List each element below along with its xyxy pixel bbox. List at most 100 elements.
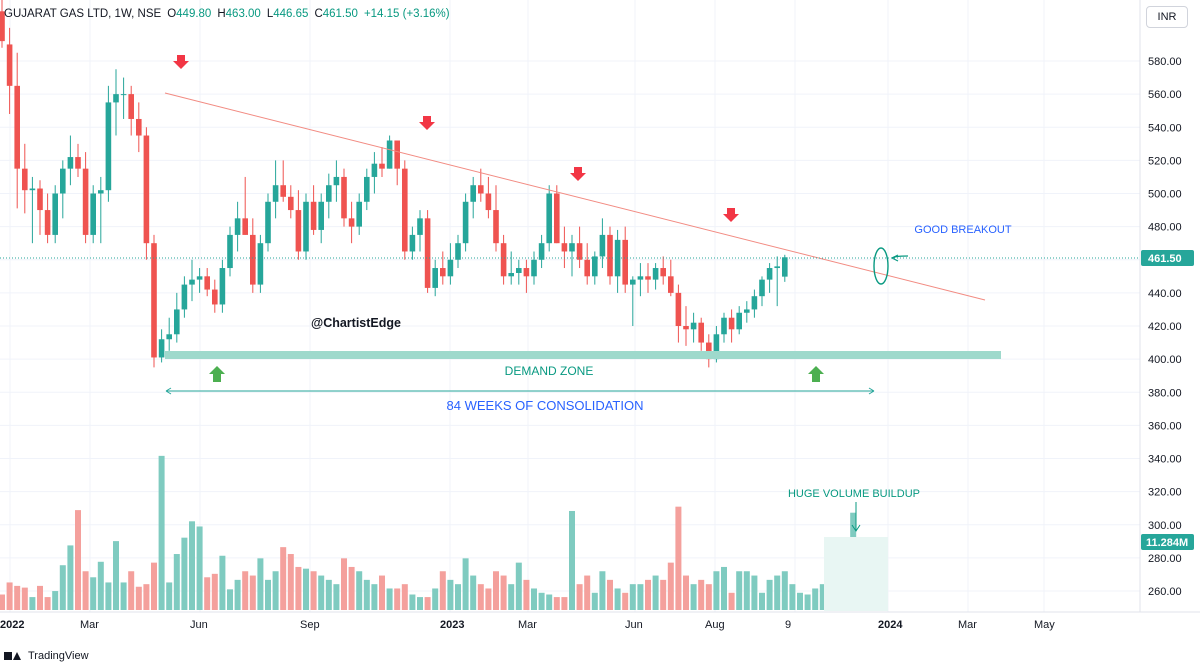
candle-body <box>52 193 58 235</box>
close-value: 461.50 <box>322 8 358 20</box>
last-volume-text: 11.284M <box>1146 537 1188 549</box>
time-tick-label: Aug <box>705 619 725 631</box>
volume-bar <box>531 588 537 610</box>
volume-bar <box>546 594 553 610</box>
volume-bar <box>622 592 629 610</box>
volume-bar <box>280 547 287 610</box>
volume-bar <box>401 584 408 610</box>
volume-pointer-head <box>851 524 861 532</box>
volume-bar <box>257 558 264 610</box>
tradingview-logo-icon <box>4 650 22 662</box>
resistance-arrow-icon <box>570 167 586 181</box>
candle-body <box>470 185 476 202</box>
huge-volume-label: HUGE VOLUME BUILDUP <box>788 488 920 500</box>
volume-bar <box>90 577 97 610</box>
footer: TradingView <box>0 644 1200 668</box>
volume-bar <box>675 506 682 610</box>
volume-bar <box>135 586 142 610</box>
volume-bar <box>804 594 811 610</box>
consolidation-label: 84 WEEKS OF CONSOLIDATION <box>447 398 644 413</box>
volume-bar <box>310 571 317 610</box>
resistance-arrow-icon <box>723 208 739 222</box>
volume-bar <box>819 584 826 610</box>
volume-bar <box>789 584 796 610</box>
volume-bar <box>348 566 355 610</box>
volume-bar <box>690 584 697 610</box>
price-axis[interactable]: 260.00 280.00 300.00 320.00 340.00 360.00 380.… <box>1139 0 1194 612</box>
candle-body <box>516 268 522 273</box>
volume-bar <box>21 587 28 610</box>
time-axis[interactable]: 2022 Mar Jun Sep 2023 Mar Jun Aug 9 2024 Mar May <box>0 611 1200 631</box>
price-tick-label: 480.00 <box>1148 222 1182 234</box>
high-label: H <box>217 8 226 20</box>
resistance-arrow-icon <box>173 55 189 69</box>
volume-bar <box>173 554 180 610</box>
candle-body <box>280 185 286 197</box>
volume-bar <box>219 555 226 610</box>
volume-bar <box>287 554 294 610</box>
last-price-tag <box>1141 250 1194 266</box>
candle-body <box>136 118 142 136</box>
candle-body <box>645 276 651 280</box>
volume-bar <box>721 566 727 610</box>
candle-body <box>75 157 81 169</box>
candle-body <box>493 210 499 244</box>
candle-body <box>576 243 583 260</box>
price-tick-label: 420.00 <box>1148 321 1182 333</box>
candle-body <box>386 140 393 169</box>
last-price-text: 461.50 <box>1148 253 1182 265</box>
candle-body <box>326 185 332 202</box>
candle-body <box>364 176 370 202</box>
volume-bar <box>629 584 636 610</box>
open-value: 449.80 <box>176 8 212 20</box>
candle-body <box>29 188 36 191</box>
time-tick-label: May <box>1034 619 1055 631</box>
price-tick-label: 440.00 <box>1148 288 1182 300</box>
candle-body <box>592 256 598 277</box>
volume-bar <box>759 592 765 610</box>
candle-body <box>751 296 758 310</box>
candle-body <box>348 218 355 227</box>
volume-bar <box>576 584 583 610</box>
symbol-title[interactable]: GUJARAT GAS LTD, 1W, NSE <box>4 8 162 20</box>
resistance-trendline <box>164 92 986 301</box>
candle-body <box>440 268 446 277</box>
candle-body <box>128 94 134 119</box>
candle-body <box>6 44 13 86</box>
price-tick-label: 400.00 <box>1148 354 1182 366</box>
watermark-text: @ChartistEdge <box>311 316 401 330</box>
price-tick-label: 300.00 <box>1148 520 1182 532</box>
candle-body <box>295 210 302 252</box>
volume-bar <box>6 582 13 610</box>
candle-body <box>744 309 750 313</box>
candle-body <box>143 135 150 244</box>
tradingview-brand[interactable]: TradingView <box>28 650 89 662</box>
volume-bar <box>736 571 743 610</box>
candle-body <box>257 243 264 285</box>
volume-bar <box>356 571 363 610</box>
volume-bar <box>705 584 712 610</box>
consolidation-range-arrowheads <box>165 387 875 395</box>
volume-bar <box>189 521 195 610</box>
candle-body <box>675 292 682 326</box>
resistance-arrow-icon <box>419 116 435 130</box>
volume-bar <box>470 575 477 610</box>
candle-body <box>219 268 226 305</box>
candlesticks <box>0 0 788 368</box>
candle-body <box>409 234 416 252</box>
candle-body <box>250 234 256 285</box>
volume-bar <box>409 594 416 610</box>
candle-body <box>599 234 606 257</box>
volume-bar <box>158 455 165 610</box>
volume-bar <box>242 571 249 610</box>
currency-button[interactable]: INR <box>1146 6 1188 28</box>
candle-body <box>561 243 568 252</box>
candle-body <box>113 94 119 103</box>
volume-bar <box>196 526 203 610</box>
time-tick-label: 9 <box>785 619 791 631</box>
candle-body <box>546 193 552 244</box>
volume-bar <box>341 558 347 610</box>
candle-body <box>713 334 720 360</box>
candle-body <box>766 268 773 280</box>
